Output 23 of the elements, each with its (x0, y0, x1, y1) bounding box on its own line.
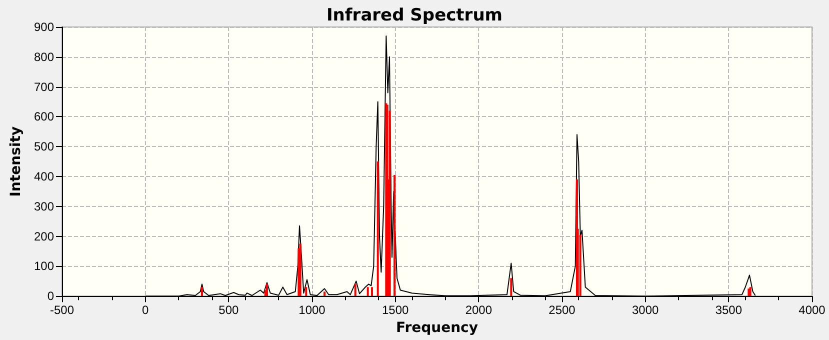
x-tick-label: 2000 (465, 303, 492, 318)
x-tick-label: 3500 (715, 303, 742, 318)
y-axis-title: Intensity (8, 126, 24, 197)
x-tick-label: 0 (142, 303, 149, 318)
y-tick-label: 900 (34, 20, 54, 34)
y-tick-label: 400 (34, 170, 54, 184)
y-tick-label: 300 (34, 199, 54, 214)
y-tick-label: 0 (47, 289, 54, 304)
x-tick-label: -500 (50, 303, 74, 318)
y-tick-label: 800 (34, 50, 54, 64)
x-tick-label: 1000 (298, 303, 326, 318)
x-tick-label: 3000 (632, 303, 660, 318)
y-tick-label: 600 (34, 110, 54, 124)
y-tick-label: 100 (34, 259, 54, 274)
x-tick-label: 4000 (798, 303, 826, 318)
x-tick-label: 1500 (382, 303, 410, 318)
x-axis-title: Frequency (396, 320, 478, 336)
y-tick-label: 700 (34, 80, 54, 94)
y-tick-label: 500 (34, 140, 54, 154)
chart-title: Infrared Spectrum (326, 6, 503, 26)
x-tick-label: 500 (218, 303, 239, 318)
x-tick-label: 2500 (548, 303, 576, 318)
y-tick-label: 200 (34, 229, 54, 244)
